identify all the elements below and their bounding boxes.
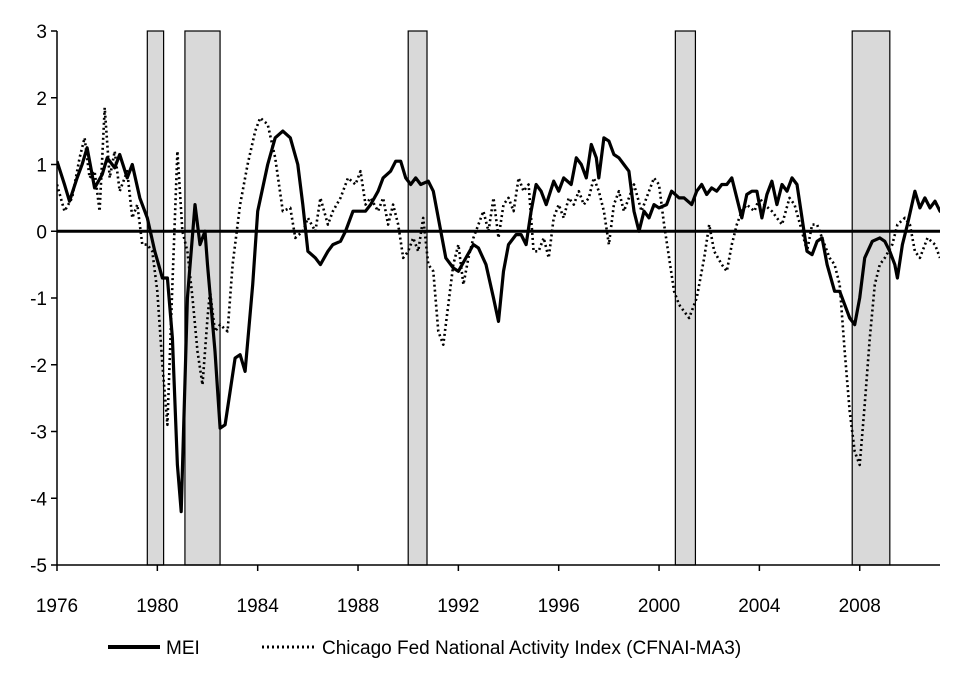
x-tick-label: 1996 bbox=[538, 596, 580, 617]
series-line-mei bbox=[57, 129, 940, 514]
x-tick-label: 2000 bbox=[638, 596, 680, 617]
x-tick-label: 1984 bbox=[237, 596, 280, 617]
y-tick-label: 3 bbox=[36, 22, 47, 43]
y-tick-label: 2 bbox=[36, 89, 47, 110]
y-tick-label: -5 bbox=[30, 556, 47, 577]
x-tick-label: 2004 bbox=[738, 596, 781, 617]
recession-band bbox=[146, 30, 165, 566]
x-tick-label: 1992 bbox=[437, 596, 479, 617]
y-tick-label: -1 bbox=[30, 289, 47, 310]
series-lines bbox=[57, 106, 940, 514]
recession-band bbox=[674, 30, 697, 566]
y-tick-label: -3 bbox=[30, 423, 47, 444]
legend: MEI Chicago Fed National Activity Index … bbox=[108, 638, 741, 659]
x-tick-label: 2008 bbox=[839, 596, 881, 617]
x-tick-label: 1988 bbox=[337, 596, 379, 617]
y-tick-label: -4 bbox=[30, 489, 47, 510]
recession-band bbox=[407, 30, 428, 566]
legend-label-cfnai: Chicago Fed National Activity Index (CFN… bbox=[322, 638, 741, 659]
y-tick-label: 0 bbox=[36, 222, 47, 243]
recession-band bbox=[184, 30, 221, 566]
recession-bands bbox=[146, 30, 891, 566]
legend-label-mei: MEI bbox=[166, 638, 200, 659]
axis-ticks: 3 2 1 0 -1 -2 -3 -4 -5 1976 1980 1984 1988 1992 1996 20… bbox=[30, 22, 881, 617]
y-tick-label: -2 bbox=[30, 356, 47, 377]
x-tick-label: 1976 bbox=[36, 596, 78, 617]
recession-band bbox=[851, 30, 891, 566]
x-tick-label: 1980 bbox=[136, 596, 178, 617]
y-tick-label: 1 bbox=[36, 156, 47, 177]
